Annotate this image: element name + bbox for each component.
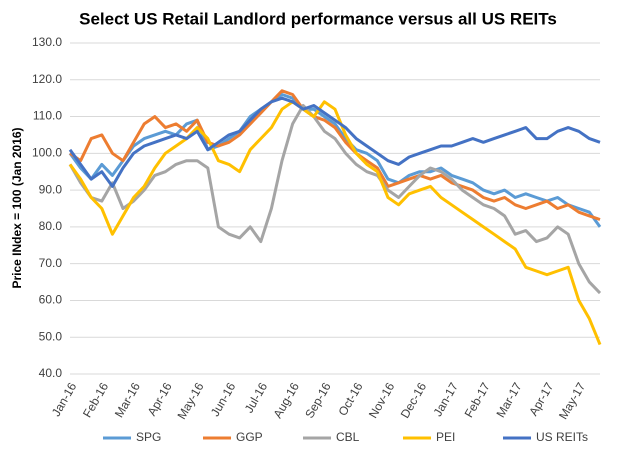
y-tick-label: 50.0 bbox=[39, 329, 63, 343]
x-tick-label: Jan-16 bbox=[49, 380, 80, 419]
legend-label: US REITs bbox=[536, 430, 588, 444]
y-tick-label: 60.0 bbox=[39, 293, 63, 307]
y-tick-label: 110.0 bbox=[33, 109, 62, 123]
legend-label: GGP bbox=[236, 430, 263, 444]
x-tick-label: May-16 bbox=[174, 380, 206, 422]
series-line bbox=[68, 100, 602, 346]
series-line bbox=[68, 104, 602, 295]
legend-label: SPG bbox=[136, 430, 161, 444]
x-tick-label: Aug-16 bbox=[270, 380, 302, 421]
x-tick-label: Mar-16 bbox=[112, 380, 143, 420]
x-tick-label: Dec-16 bbox=[398, 380, 430, 421]
x-tick-label: Apr-17 bbox=[526, 380, 556, 418]
y-tick-label: 120.0 bbox=[32, 72, 62, 86]
x-tick-label: Sep-16 bbox=[302, 380, 334, 421]
x-tick-label: Apr-16 bbox=[145, 380, 175, 418]
series-line bbox=[69, 89, 601, 221]
x-tick-label: Nov-16 bbox=[366, 380, 398, 421]
series-line bbox=[68, 96, 601, 188]
y-tick-label: 40.0 bbox=[39, 366, 63, 380]
x-tick-label: Feb-17 bbox=[462, 380, 493, 420]
y-tick-label: 100.0 bbox=[32, 146, 62, 160]
series-line bbox=[68, 93, 602, 228]
y-axis-label: Price INdex = 100 (Jan 2016) bbox=[10, 127, 24, 288]
y-tick-label: 130.0 bbox=[32, 35, 62, 49]
y-tick-label: 90.0 bbox=[39, 182, 63, 196]
x-tick-label: May-17 bbox=[556, 380, 588, 422]
legend-label: PEI bbox=[436, 430, 455, 444]
x-tick-label: Oct-16 bbox=[335, 380, 365, 418]
chart-title: Select US Retail Landlord performance ve… bbox=[79, 9, 557, 28]
y-tick-label: 80.0 bbox=[39, 219, 63, 233]
x-tick-label: Mar-17 bbox=[493, 380, 524, 420]
legend-label: CBL bbox=[336, 430, 360, 444]
x-tick-label: Jun-16 bbox=[208, 380, 239, 419]
x-tick-label: Feb-16 bbox=[80, 380, 111, 420]
y-tick-label: 70.0 bbox=[39, 256, 63, 270]
x-tick-label: Jan-17 bbox=[430, 380, 461, 419]
x-tick-label: Jul-16 bbox=[242, 380, 271, 416]
